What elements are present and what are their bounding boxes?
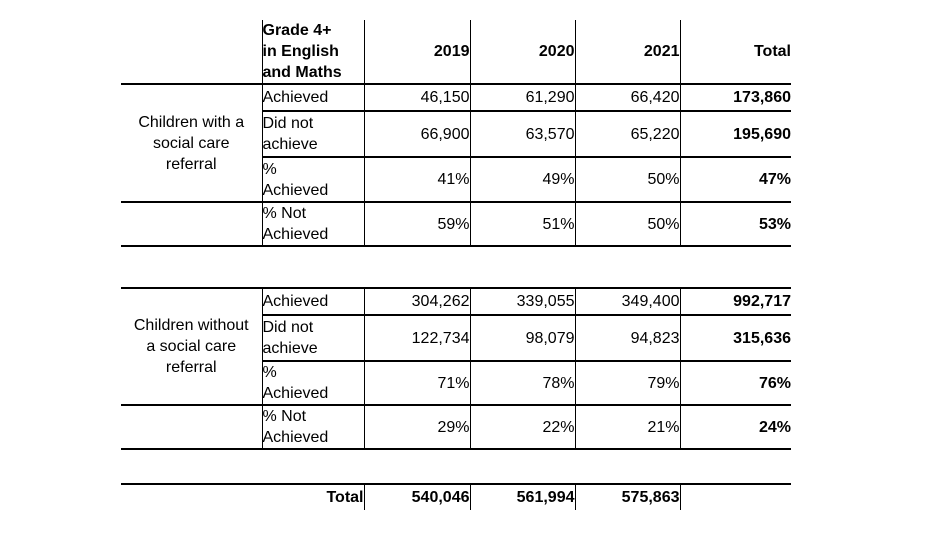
value-cell: 66,420 bbox=[575, 84, 681, 112]
value-cell: 304,262 bbox=[364, 287, 471, 316]
header-row: Grade 4+ in English and Maths 2019 2020 … bbox=[121, 20, 791, 85]
value-cell: 339,055 bbox=[470, 287, 576, 316]
row-category: Achieved bbox=[261, 287, 365, 316]
footer-value-cell: 561,994 bbox=[470, 483, 576, 510]
total-cell: 173,860 bbox=[680, 84, 791, 112]
total-cell: 24% bbox=[680, 405, 791, 450]
group-label-spacer bbox=[121, 202, 262, 247]
table-row: % Not Achieved 59% 51% 50% 53% bbox=[121, 202, 791, 247]
row-category: Did not achieve bbox=[261, 111, 365, 158]
value-cell: 21% bbox=[575, 405, 681, 450]
header-year-2019: 2019 bbox=[364, 20, 471, 85]
value-cell: 22% bbox=[470, 405, 576, 450]
total-cell: 992,717 bbox=[680, 287, 791, 316]
table-row: Children with a social care referral Ach… bbox=[121, 84, 791, 203]
table-row: Children without a social care referral … bbox=[121, 287, 791, 406]
group-label-without-referral: Children without a social care referral bbox=[121, 287, 262, 406]
value-cell: 49% bbox=[470, 157, 576, 203]
row-category: % Not Achieved bbox=[261, 202, 365, 247]
footer-empty-cell bbox=[680, 483, 791, 510]
header-year-2021: 2021 bbox=[575, 20, 681, 85]
header-total-label: Total bbox=[680, 20, 791, 85]
table-row: Did not achieve 122,734 98,079 94,823 31… bbox=[121, 315, 791, 362]
upper-table: Grade 4+ in English and Maths 2019 2020 … bbox=[121, 20, 791, 247]
value-cell: 65,220 bbox=[575, 111, 681, 158]
header-category-label: Grade 4+ in English and Maths bbox=[261, 20, 365, 85]
lower-table: Children without a social care referral … bbox=[121, 287, 791, 450]
footer-total-row: Total 540,046 561,994 575,863 bbox=[121, 483, 791, 510]
value-cell: 66,900 bbox=[364, 111, 471, 158]
value-cell: 50% bbox=[575, 202, 681, 247]
group-label-spacer bbox=[121, 405, 262, 450]
row-category: % Achieved bbox=[261, 361, 365, 406]
value-cell: 46,150 bbox=[364, 84, 471, 112]
value-cell: 122,734 bbox=[364, 315, 471, 362]
footer-total-table: Total 540,046 561,994 575,863 bbox=[121, 483, 791, 510]
value-cell: 41% bbox=[364, 157, 471, 203]
header-spacer-cell bbox=[121, 20, 262, 85]
row-category: % Not Achieved bbox=[261, 405, 365, 450]
value-cell: 29% bbox=[364, 405, 471, 450]
value-cell: 59% bbox=[364, 202, 471, 247]
value-cell: 79% bbox=[575, 361, 681, 406]
table-row: % Achieved 71% 78% 79% 76% bbox=[121, 361, 791, 406]
row-category: Did not achieve bbox=[261, 315, 365, 362]
value-cell: 61,290 bbox=[470, 84, 576, 112]
value-cell: 51% bbox=[470, 202, 576, 247]
total-cell: 315,636 bbox=[680, 315, 791, 362]
total-cell: 195,690 bbox=[680, 111, 791, 158]
value-cell: 71% bbox=[364, 361, 471, 406]
value-cell: 349,400 bbox=[575, 287, 681, 316]
table-row: % Achieved 41% 49% 50% 47% bbox=[121, 157, 791, 203]
value-cell: 78% bbox=[470, 361, 576, 406]
total-cell: 47% bbox=[680, 157, 791, 203]
value-cell: 63,570 bbox=[470, 111, 576, 158]
value-cell: 94,823 bbox=[575, 315, 681, 362]
row-category: % Achieved bbox=[261, 157, 365, 203]
total-cell: 76% bbox=[680, 361, 791, 406]
footer-value-cell: 540,046 bbox=[364, 483, 471, 510]
total-cell: 53% bbox=[680, 202, 791, 247]
group-label-with-referral: Children with a social care referral bbox=[121, 84, 262, 203]
footer-total-label: Total bbox=[121, 483, 365, 510]
table-row: Did not achieve 66,900 63,570 65,220 195… bbox=[121, 111, 791, 158]
value-cell: 50% bbox=[575, 157, 681, 203]
value-cell: 98,079 bbox=[470, 315, 576, 362]
header-year-2020: 2020 bbox=[470, 20, 576, 85]
table-row: % Not Achieved 29% 22% 21% 24% bbox=[121, 405, 791, 450]
footer-value-cell: 575,863 bbox=[575, 483, 681, 510]
row-category: Achieved bbox=[261, 84, 365, 112]
